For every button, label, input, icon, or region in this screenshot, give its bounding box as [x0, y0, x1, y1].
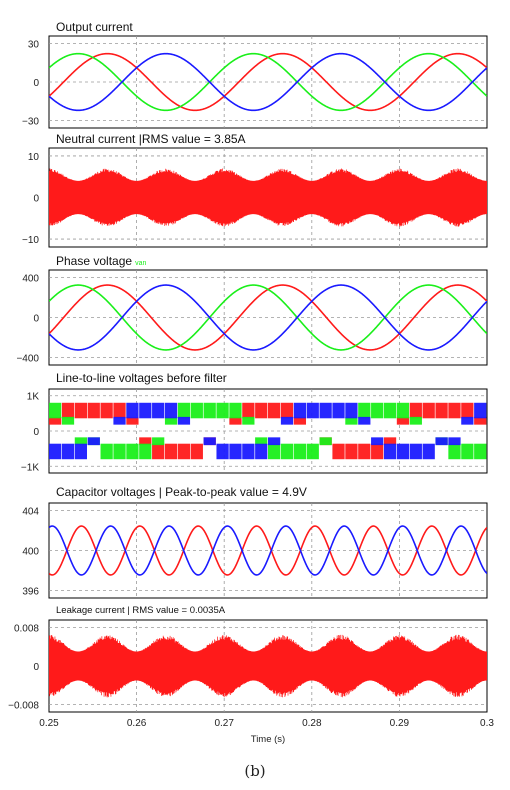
chart-title: Capacitor voltages | Peak-to-peak value … — [56, 485, 307, 499]
y-tick-label: 0 — [33, 314, 39, 325]
series-red — [49, 402, 487, 460]
chart-panel-3: 400 0 −400 Phase voltage van — [16, 254, 488, 366]
series-red — [49, 168, 487, 227]
x-axis-label: Time (s) — [251, 734, 285, 745]
series-red — [49, 525, 487, 576]
y-tick-label: −30 — [22, 117, 39, 128]
chart-title: Leakage current | RMS value = 0.0035A — [56, 605, 226, 616]
y-tick-label: 0.008 — [14, 623, 39, 634]
y-tick-label: 404 — [22, 507, 39, 518]
x-tick-label: 0.25 — [39, 718, 59, 729]
title-annotation: van — [135, 260, 146, 267]
chart-title: Output current — [56, 20, 133, 34]
chart-panel-5: 404 400 396 Capacitor voltages | Peak-to-pe… — [22, 485, 488, 599]
y-tick-label: −10 — [22, 235, 39, 246]
chart-panel-6: 0.008 0 −0.008 Leakage current | RMS value … — [8, 605, 494, 745]
figure-caption: (b) — [244, 762, 266, 780]
y-tick-label: 0 — [33, 194, 39, 205]
y-tick-label: 0 — [33, 78, 39, 89]
y-tick-label: 396 — [22, 586, 39, 597]
series-blue — [49, 402, 487, 460]
x-tick-label: 0.26 — [127, 718, 147, 729]
y-tick-label: −0.008 — [8, 701, 39, 712]
chart-title: Line-to-line voltages before filter — [56, 371, 227, 385]
chart-title: Neutral current |RMS value = 3.85A — [56, 132, 246, 146]
y-tick-label: 30 — [28, 39, 40, 50]
series-green — [49, 402, 487, 460]
y-tick-label: 400 — [22, 274, 39, 285]
series-blue — [49, 284, 487, 351]
x-tick-label: 0.3 — [480, 718, 494, 729]
chart-panel-2: 10 0 −10 Neutral current |RMS value = 3.85A — [22, 132, 488, 248]
y-tick-label: −1K — [21, 462, 39, 473]
grid-lines — [49, 503, 487, 598]
y-tick-label: 10 — [28, 152, 40, 163]
series-red — [49, 634, 487, 698]
x-tick-label: 0.29 — [390, 718, 410, 729]
chart-panel-1: 30 0 −30 Output current — [22, 20, 488, 129]
x-tick-label: 0.27 — [214, 718, 234, 729]
y-tick-label: 0 — [33, 427, 39, 438]
chart-title: Phase voltage van — [56, 254, 146, 268]
chart-panel-4: 1K 0 −1K Line-to-line voltages before filte… — [21, 371, 488, 474]
y-tick-label: 400 — [22, 547, 39, 558]
series-blue — [49, 52, 487, 112]
y-tick-label: 0 — [33, 662, 39, 673]
y-tick-label: −400 — [16, 353, 39, 364]
y-tick-label: 1K — [27, 392, 40, 403]
series-blue — [49, 525, 487, 576]
x-tick-label: 0.28 — [302, 718, 322, 729]
